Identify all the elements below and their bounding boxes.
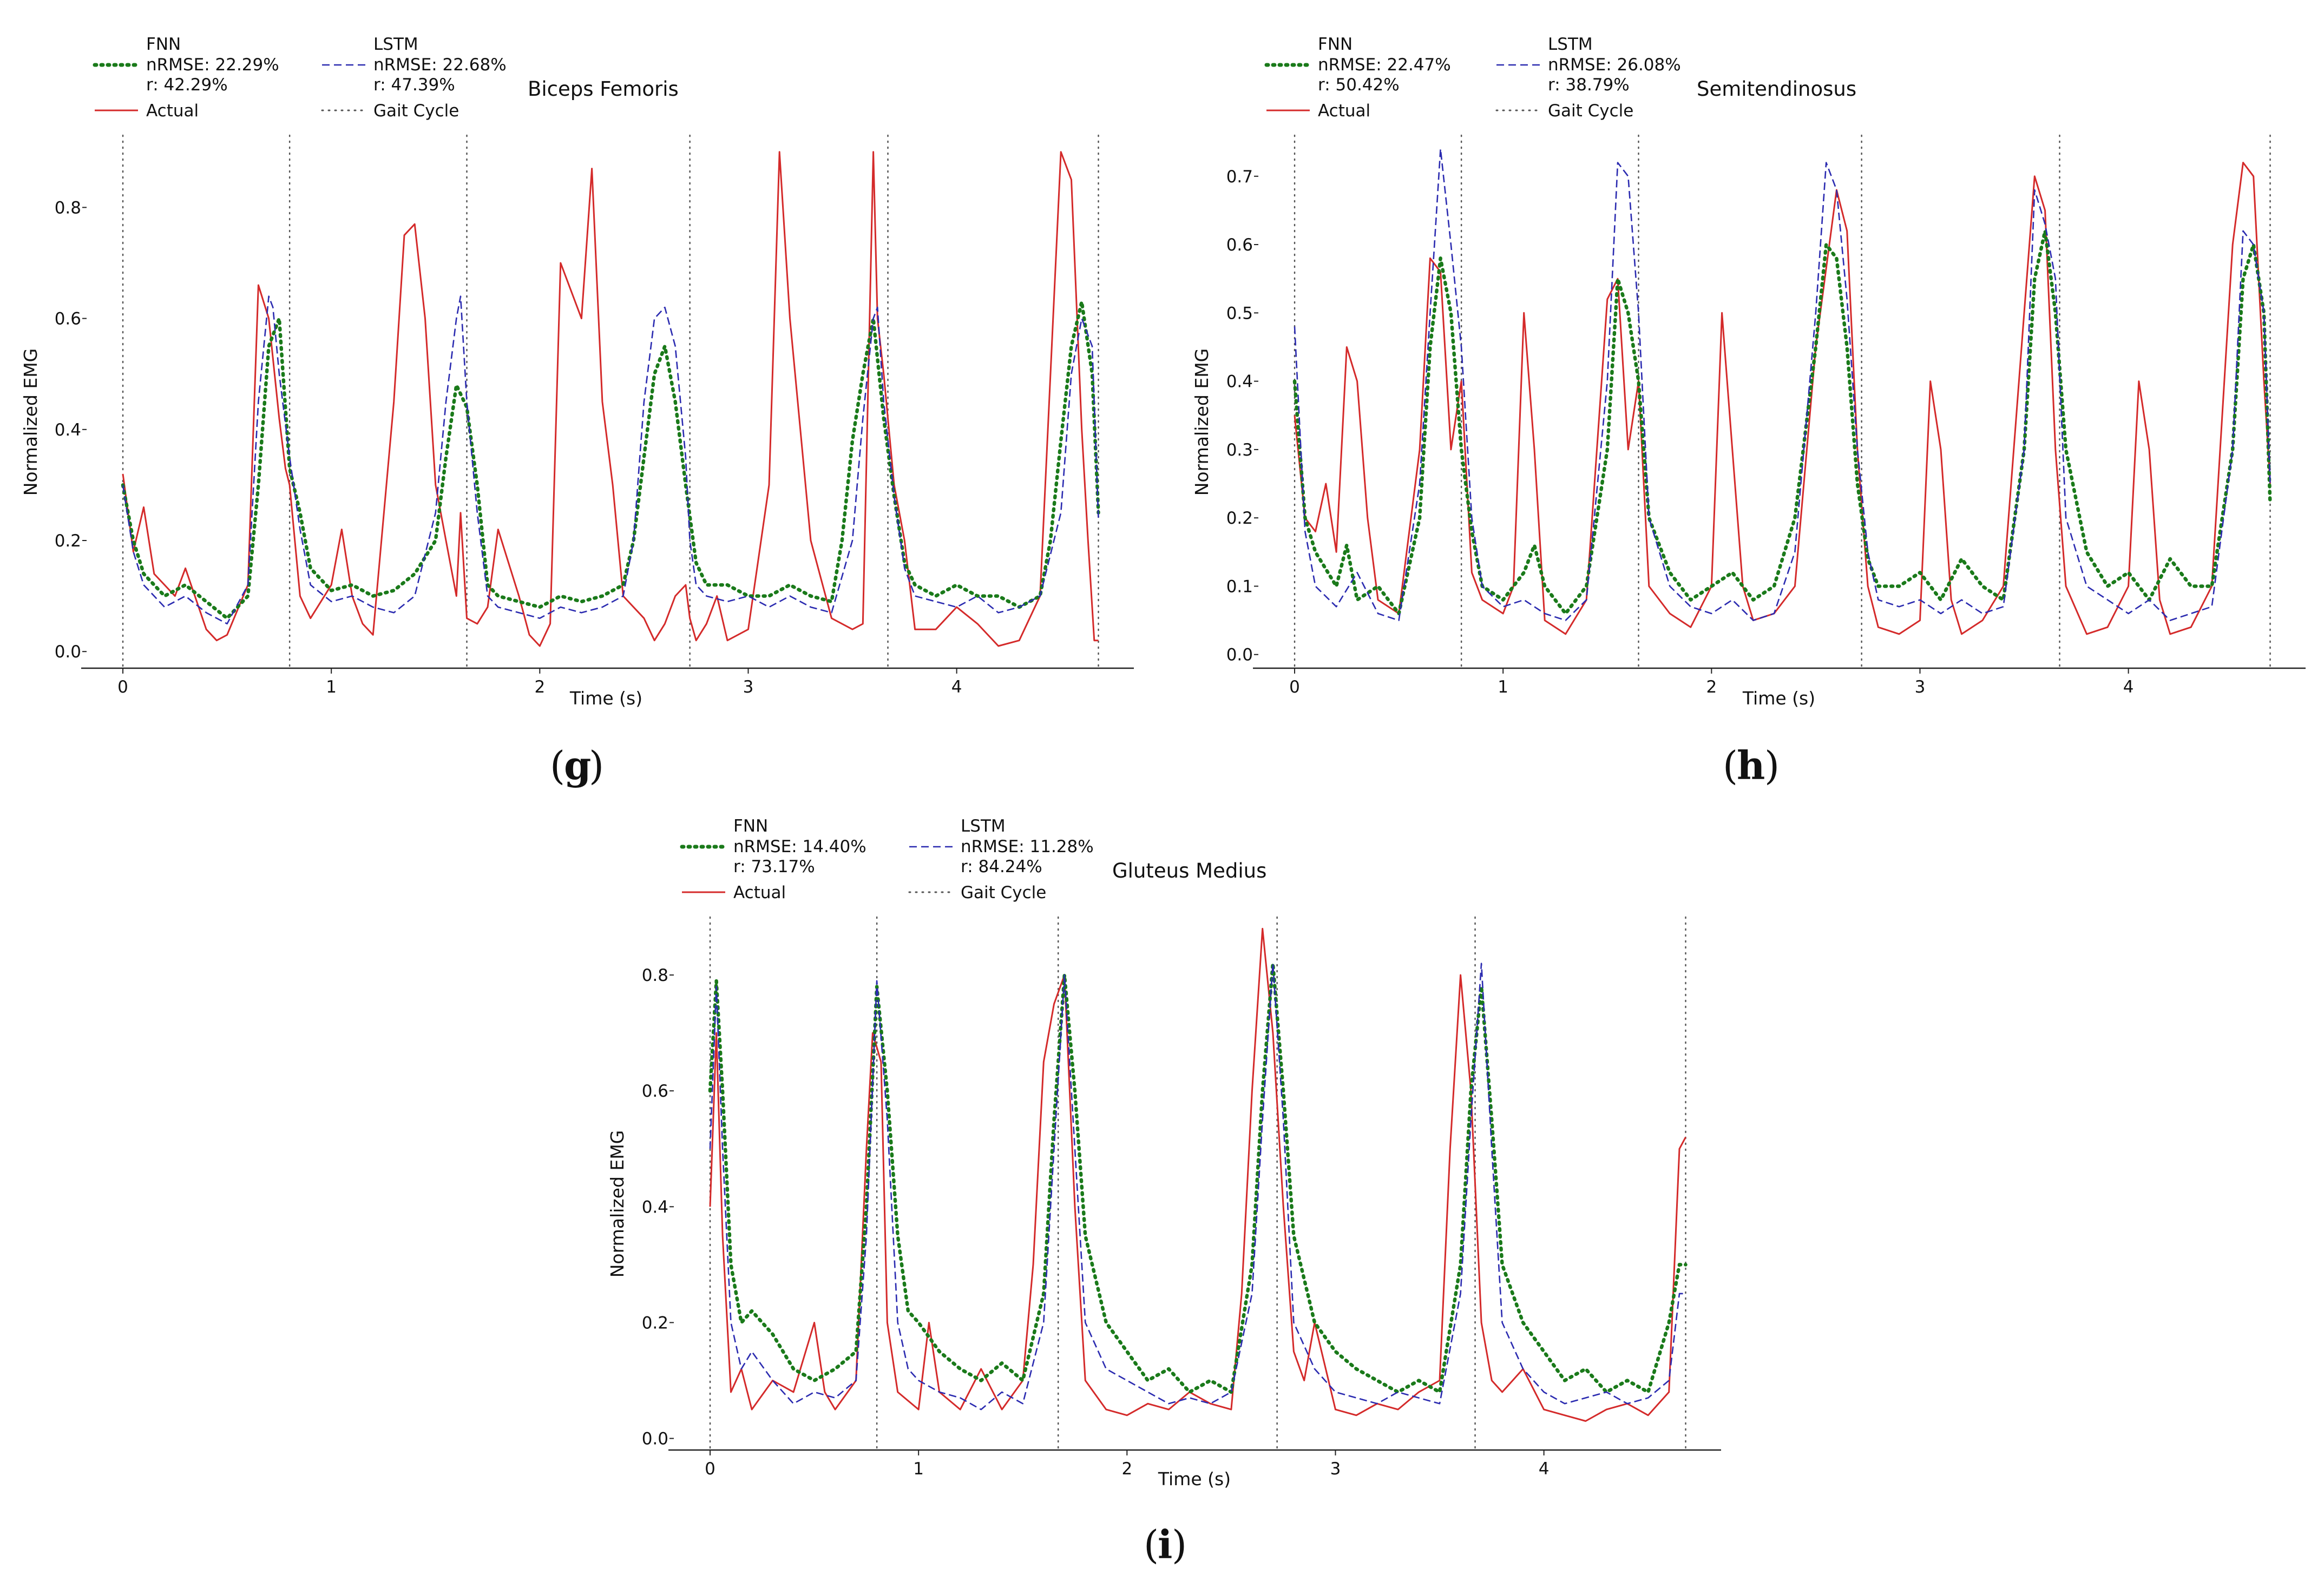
series-fnn-line <box>121 300 1100 620</box>
chart-title-i: Gluteus Medius <box>1112 859 1266 882</box>
x-tick-label-4: 4 <box>1539 1459 1550 1479</box>
legend-actual-label: Actual <box>146 101 199 121</box>
y-tick-label-6: 0.6 <box>1226 235 1253 255</box>
panel-label-h: h <box>1737 742 1765 788</box>
y-tick-label-3: 0.3 <box>1226 440 1253 460</box>
x-axis-label-g: Time (s) <box>569 688 642 709</box>
legend-lstm-r: r: 47.39% <box>373 75 455 95</box>
y-tick-label-2: 0.2 <box>1226 509 1253 528</box>
y-tick-label-2: 0.4 <box>55 420 81 440</box>
chart-panel-h: FNN nRMSE: 22.47% r: 50.42% Actual LSTM … <box>1191 35 2306 788</box>
panel-label-open-h: ( <box>1723 743 1738 788</box>
x-tick-label-2: 2 <box>1706 677 1717 697</box>
legend-fnn-nrmse: nRMSE: 22.29% <box>146 55 279 75</box>
legend-actual-label: Actual <box>1318 101 1370 121</box>
series-actual-line <box>122 151 1099 647</box>
panel-label-close-i: ) <box>1172 1522 1187 1567</box>
x-tick-label-4: 4 <box>951 677 962 697</box>
legend-gait-label: Gait Cycle <box>373 101 459 121</box>
x-tick-label-0: 0 <box>117 677 128 697</box>
legend-fnn-nrmse: nRMSE: 14.40% <box>733 837 866 856</box>
legend-gait-label: Gait Cycle <box>961 883 1046 902</box>
x-tick-label-1: 1 <box>1498 677 1508 697</box>
legend-fnn-r: r: 50.42% <box>1318 75 1400 95</box>
x-axis-label-i: Time (s) <box>1158 1468 1231 1490</box>
legend-lstm-label: LSTM <box>961 816 1006 836</box>
chart-title-h: Semitendinosus <box>1697 77 1856 101</box>
y-tick-label-2: 0.4 <box>642 1197 668 1217</box>
x-tick-label-4: 4 <box>2123 677 2134 697</box>
legend-lstm-label: LSTM <box>373 35 418 54</box>
legend-gait-label: Gait Cycle <box>1548 101 1633 121</box>
panel-label-close-h: ) <box>1764 743 1780 788</box>
y-tick-label-1: 0.2 <box>55 531 81 551</box>
x-tick-label-2: 2 <box>534 677 545 697</box>
panel-label-close-g: ) <box>589 743 604 788</box>
legend-lstm-label: LSTM <box>1548 35 1593 54</box>
series-fnn-line <box>1292 229 2272 616</box>
legend-fnn-label: FNN <box>733 816 768 836</box>
legend-h: FNN nRMSE: 22.47% r: 50.42% Actual LSTM … <box>1264 35 1681 121</box>
y-axis-label-g: Normalized EMG <box>20 348 41 496</box>
y-tick-label-4: 0.4 <box>1226 372 1253 392</box>
x-tick-label-3: 3 <box>1330 1459 1341 1479</box>
plot-area-g: 0 1 2 3 4 0.0 0.2 0.4 0.6 0.8 <box>55 134 1134 697</box>
y-axis-label-i: Normalized EMG <box>607 1130 628 1278</box>
legend-fnn-label: FNN <box>1318 35 1353 54</box>
series-lstm-line <box>709 963 1686 1411</box>
legend-actual-label: Actual <box>733 883 786 902</box>
y-tick-label-4: 0.8 <box>642 966 668 985</box>
series-fnn-line <box>708 961 1688 1394</box>
series-lstm-line <box>1294 148 2271 621</box>
y-tick-label-5: 0.5 <box>1226 304 1253 323</box>
legend-fnn-nrmse: nRMSE: 22.47% <box>1318 55 1451 75</box>
y-tick-label-4: 0.8 <box>55 198 81 218</box>
y-tick-label-3: 0.6 <box>642 1082 668 1101</box>
legend-fnn-label: FNN <box>146 35 181 54</box>
y-tick-label-0: 0.0 <box>642 1429 668 1449</box>
x-tick-label-0: 0 <box>705 1459 715 1479</box>
y-tick-label-1: 0.1 <box>1226 577 1253 596</box>
y-tick-label-0: 0.0 <box>1226 645 1253 665</box>
series-lstm-line <box>122 295 1099 625</box>
legend-i: FNN nRMSE: 14.40% r: 73.17% Actual LSTM … <box>680 816 1094 902</box>
x-axis-label-h: Time (s) <box>1742 688 1815 709</box>
x-tick-label-1: 1 <box>326 677 337 697</box>
series-actual-line <box>1294 162 2271 635</box>
y-tick-label-1: 0.2 <box>642 1313 668 1333</box>
chart-panel-i: FNN nRMSE: 14.40% r: 73.17% Actual LSTM … <box>607 816 1721 1567</box>
panel-label-open-i: ( <box>1144 1522 1159 1567</box>
legend-lstm-nrmse: nRMSE: 26.08% <box>1548 55 1681 75</box>
legend-fnn-r: r: 42.29% <box>146 75 228 95</box>
legend-g: FNN nRMSE: 22.29% r: 42.29% Actual LSTM … <box>93 35 507 121</box>
legend-lstm-nrmse: nRMSE: 22.68% <box>373 55 507 75</box>
chart-panel-g: FNN nRMSE: 22.29% r: 42.29% Actual LSTM … <box>20 35 1134 788</box>
panel-label-g: g <box>564 742 591 788</box>
panel-label-open-g: ( <box>550 743 565 788</box>
y-tick-label-7: 0.7 <box>1226 167 1253 187</box>
legend-lstm-nrmse: nRMSE: 11.28% <box>961 837 1094 856</box>
y-tick-label-3: 0.6 <box>55 309 81 329</box>
y-tick-label-0: 0.0 <box>55 642 81 662</box>
x-tick-label-2: 2 <box>1121 1459 1132 1479</box>
chart-title-g: Biceps Femoris <box>528 77 679 101</box>
x-tick-label-0: 0 <box>1289 677 1300 697</box>
y-axis-label-h: Normalized EMG <box>1191 348 1212 496</box>
plot-area-i: 0 1 2 3 4 0.0 0.2 0.4 0.6 0.8 <box>642 916 1721 1479</box>
panel-label-i: i <box>1158 1521 1172 1567</box>
x-tick-label-1: 1 <box>913 1459 924 1479</box>
plot-area-h: 0 1 2 3 4 0.0 0.1 0.2 0.3 0.4 0.5 0.6 0.7 <box>1226 134 2306 697</box>
x-tick-label-3: 3 <box>743 677 754 697</box>
x-tick-label-3: 3 <box>1915 677 1926 697</box>
legend-lstm-r: r: 84.24% <box>961 857 1042 877</box>
legend-fnn-r: r: 73.17% <box>733 857 815 877</box>
legend-lstm-r: r: 38.79% <box>1548 75 1630 95</box>
